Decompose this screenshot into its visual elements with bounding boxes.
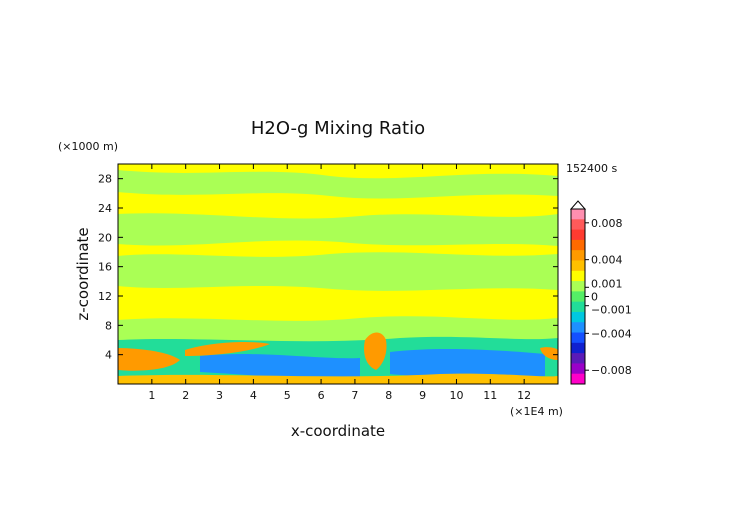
orange-region — [540, 347, 558, 360]
x-tick-label: 4 — [250, 389, 257, 402]
colorbar-label: −0.008 — [591, 364, 632, 377]
x-tick-label: 11 — [483, 389, 497, 402]
y-tick-label: 12 — [98, 290, 112, 303]
y-tick-label: 8 — [105, 319, 112, 332]
colorbar-label: −0.001 — [591, 304, 632, 317]
y-tick-label: 4 — [105, 349, 112, 362]
colorbar-segment — [571, 342, 585, 354]
y-tick-label: 20 — [98, 231, 112, 244]
x-tick-label: 12 — [517, 389, 531, 402]
colorbar-segment — [571, 291, 585, 303]
surface-strip — [118, 373, 558, 384]
green-region — [118, 213, 558, 246]
colorbar-label: 0.001 — [591, 277, 623, 290]
x-tick-label: 10 — [449, 389, 463, 402]
x-unit-label: (×1E4 m) — [510, 405, 563, 418]
y-tick-label: 28 — [98, 173, 112, 186]
x-tick-label: 3 — [216, 389, 223, 402]
y-unit-label: (×1000 m) — [58, 140, 118, 153]
y-tick-label: 24 — [98, 202, 112, 215]
x-tick-label: 7 — [351, 389, 358, 402]
colorbar-label: −0.004 — [591, 327, 632, 340]
y-axis: 4 8 12 16 20 24 28 — [98, 173, 558, 362]
plot-area — [117, 163, 559, 385]
contour-field — [118, 170, 558, 384]
colorbar-segment — [571, 239, 585, 251]
green-region — [118, 252, 558, 291]
x-tick-label: 2 — [182, 389, 189, 402]
x-axis-title: x-coordinate — [291, 422, 385, 440]
x-tick-label: 1 — [148, 389, 155, 402]
colorbar-segment — [571, 270, 585, 282]
colorbar-segment — [571, 219, 585, 231]
green-region — [118, 170, 558, 199]
orange-region — [364, 332, 387, 370]
x-axis: 1 2 3 4 5 6 7 8 9 10 11 12 — [148, 164, 531, 402]
colorbar-segment — [571, 311, 585, 323]
x-tick-label: 6 — [318, 389, 325, 402]
colorbar-segment — [571, 209, 585, 220]
y-tick-label: 16 — [98, 261, 112, 274]
x-tick-label: 5 — [284, 389, 291, 402]
colorbar-segment — [571, 250, 585, 261]
blue-region — [200, 354, 360, 379]
colorbar-label: 0.008 — [591, 217, 623, 230]
orange-region — [118, 348, 180, 371]
colorbar-segment — [571, 229, 585, 241]
colorbar-label: 0.004 — [591, 254, 623, 267]
time-label: 152400 s — [566, 162, 617, 175]
colorbar-segment — [571, 322, 585, 334]
blue-region — [390, 348, 545, 379]
colorbar-segment — [571, 363, 585, 375]
colorbar-segment — [571, 332, 585, 344]
orange-region — [185, 342, 270, 356]
colorbar-segment — [571, 260, 585, 272]
plot-frame — [117, 163, 559, 385]
colorbar-label: 0 — [591, 291, 598, 304]
x-tick-label: 9 — [419, 389, 426, 402]
colorbar-segment — [571, 281, 585, 292]
green-region — [118, 316, 558, 342]
chart-title: H2O-g Mixing Ratio — [251, 118, 425, 139]
colorbar-segment — [571, 301, 585, 313]
colorbar-segment — [571, 353, 585, 364]
x-tick-label: 8 — [385, 389, 392, 402]
colorbar-top-arrow — [569, 200, 587, 210]
y-axis-title: z-coordinate — [74, 227, 92, 320]
colorbar-segment — [571, 373, 585, 385]
